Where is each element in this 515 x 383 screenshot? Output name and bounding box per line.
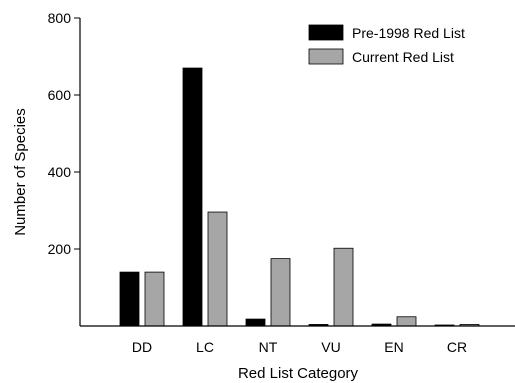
legend-swatch-current — [308, 48, 344, 65]
y-tick-label-800: 800 — [48, 10, 72, 26]
x-tick-label-en: EN — [384, 339, 403, 355]
legend-label-pre1998: Pre-1998 Red List — [352, 25, 465, 41]
y-axis-title: Number of Species — [12, 108, 29, 236]
x-tick-label-cr: CR — [447, 339, 467, 355]
x-tick-label-nt: NT — [259, 339, 278, 355]
bar-current-lc — [207, 211, 228, 327]
x-tick-label-vu: VU — [321, 339, 340, 355]
x-tick-label-lc: LC — [196, 339, 214, 355]
y-tick-label-400: 400 — [48, 164, 72, 180]
legend-swatch-pre1998 — [308, 24, 344, 41]
bar-current-dd — [144, 271, 165, 327]
bar-pre1998-lc — [182, 67, 203, 327]
bar-current-vu — [333, 247, 354, 327]
y-tick-label-200: 200 — [48, 241, 72, 257]
bar-pre1998-nt — [245, 318, 266, 327]
legend-label-current: Current Red List — [352, 49, 454, 65]
x-axis-title: Red List Category — [238, 365, 359, 382]
legend: Pre-1998 Red List Current Red List — [308, 24, 465, 65]
bar-current-nt — [270, 258, 291, 327]
bar-current-en — [396, 316, 417, 327]
axes: 200 400 600 800 DD LC NT VU EN CR Red List Categor… — [12, 10, 515, 382]
bar-pre1998-dd — [119, 271, 140, 327]
y-tick-label-600: 600 — [48, 87, 72, 103]
plot-area — [119, 67, 480, 327]
x-tick-label-dd: DD — [132, 339, 152, 355]
